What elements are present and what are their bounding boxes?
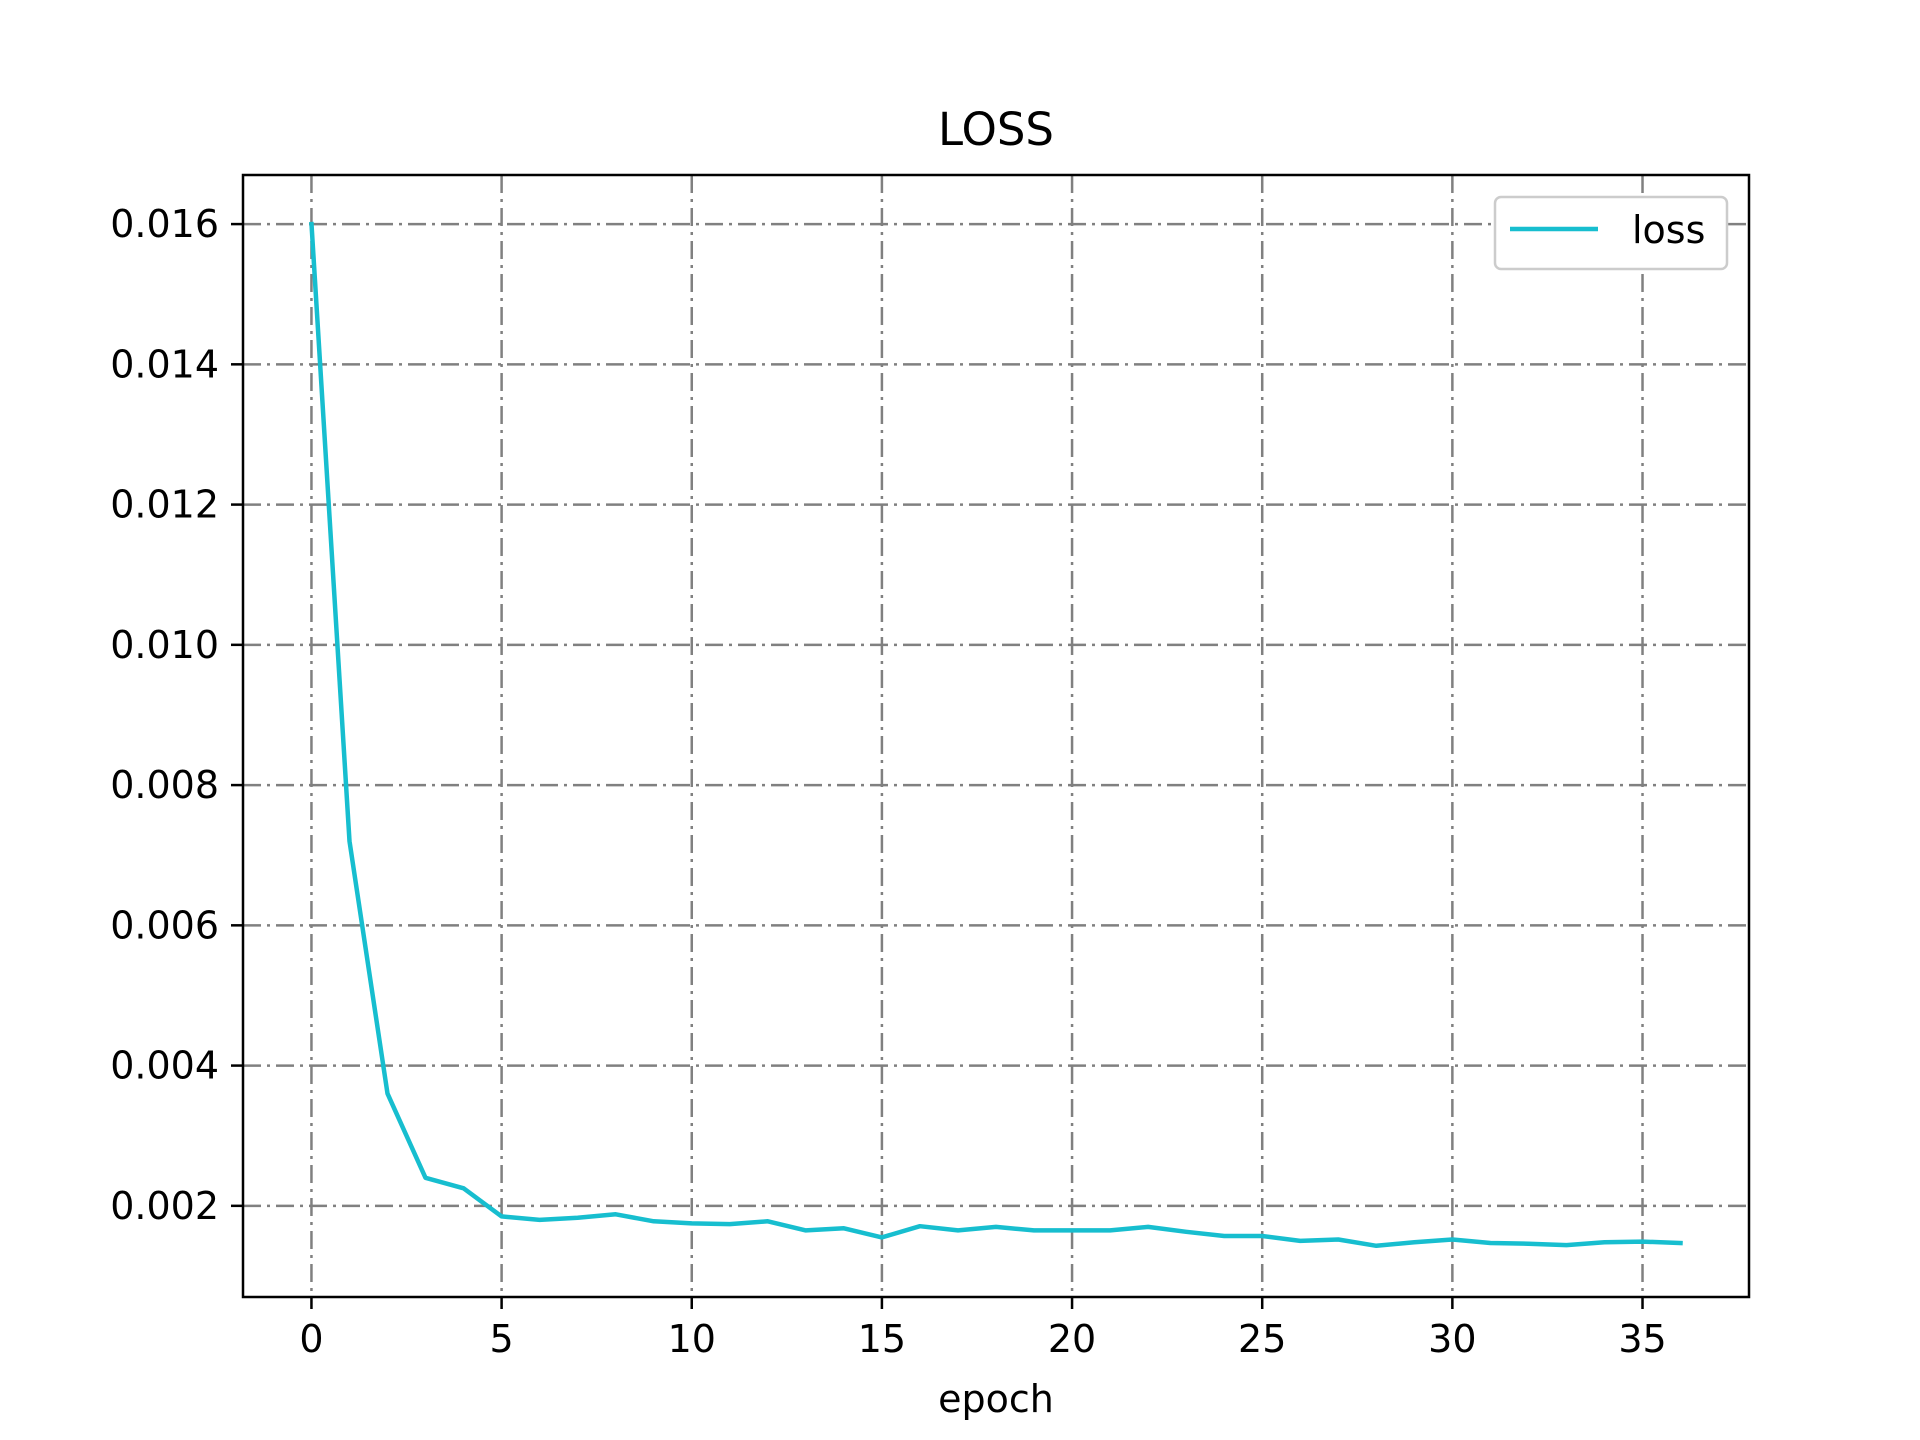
- series-line-loss: [309, 221, 1683, 1249]
- x-tick-label: 20: [1048, 1317, 1096, 1361]
- legend-frame: [1493, 195, 1729, 271]
- x-tick-label: 10: [668, 1317, 716, 1361]
- y-tick-label: 0.014: [110, 342, 219, 386]
- y-tick-label: 0.016: [110, 202, 219, 246]
- x-axis-label: epoch: [938, 1377, 1054, 1421]
- plot-area-frame: [241, 173, 1751, 1299]
- legend: loss: [1493, 195, 1729, 271]
- y-tick-label: 0.012: [110, 483, 219, 527]
- y-tick-label: 0.008: [110, 763, 219, 807]
- y-axis: 0.002 0.004 0.006 0.008 0.010 0.012 0.014 0.016: [110, 202, 243, 1228]
- x-tick-label: 5: [490, 1317, 514, 1361]
- y-tick-label: 0.002: [110, 1184, 219, 1228]
- y-tick-label: 0.010: [110, 623, 219, 667]
- series-layer: [309, 221, 1683, 1249]
- x-tick-label: 35: [1618, 1317, 1666, 1361]
- x-axis: 0 5 10 15 20 25 30 35: [299, 1297, 1667, 1361]
- y-tick-label: 0.006: [110, 903, 219, 947]
- y-tick-label: 0.004: [110, 1044, 219, 1088]
- chart-title: LOSS: [938, 103, 1054, 156]
- x-tick-label: 15: [858, 1317, 906, 1361]
- x-tick-label: 30: [1428, 1317, 1476, 1361]
- x-tick-label: 0: [299, 1317, 323, 1361]
- legend-label-loss: loss: [1632, 208, 1705, 252]
- x-tick-label: 25: [1238, 1317, 1286, 1361]
